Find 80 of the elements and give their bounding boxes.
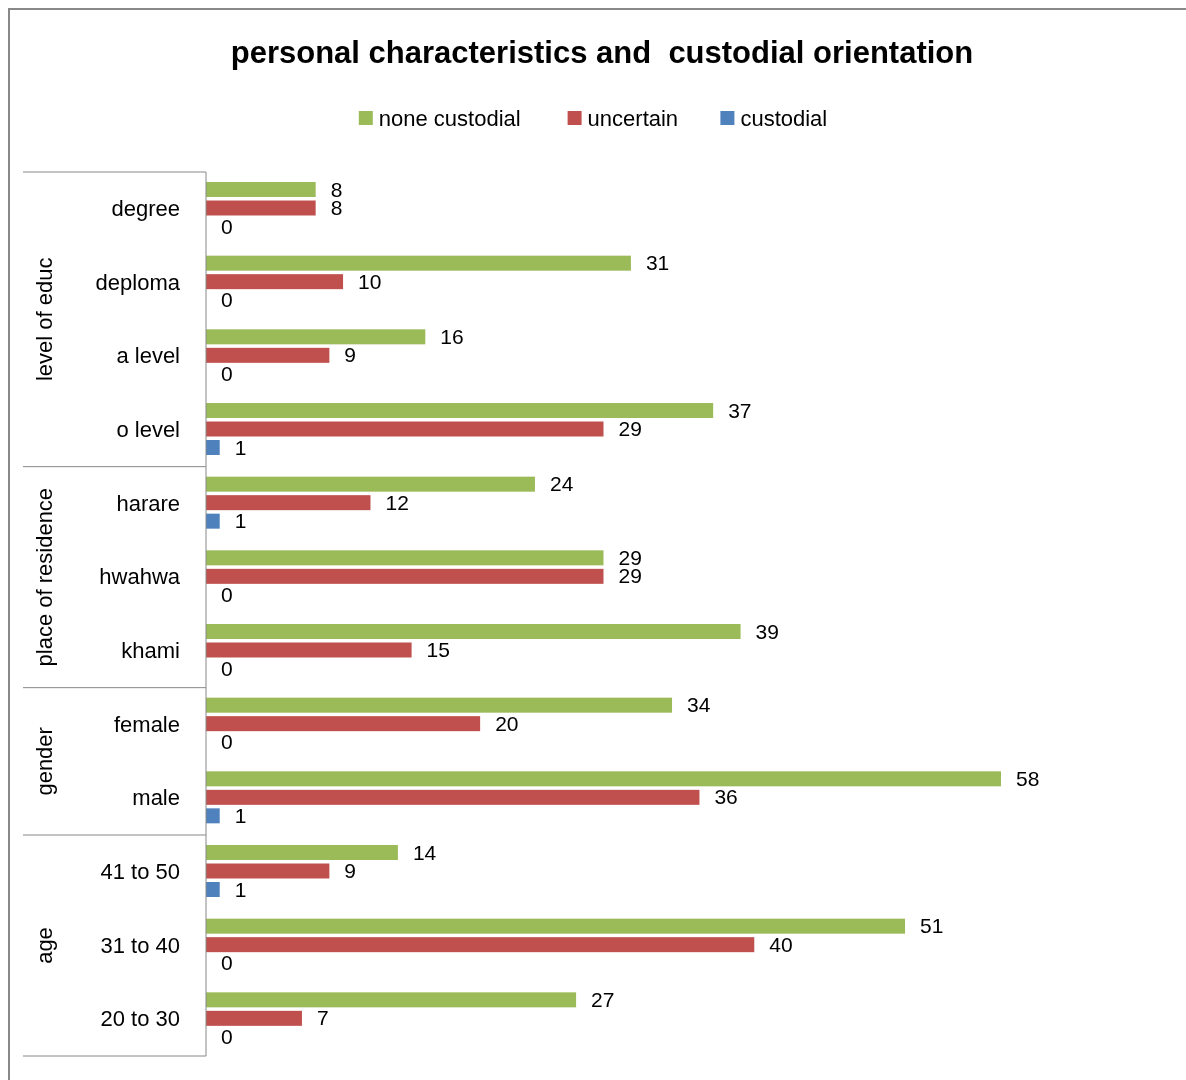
bar [206, 697, 673, 713]
legend-label: custodial [740, 106, 828, 131]
bar [206, 200, 316, 216]
data-label: 14 [412, 840, 437, 864]
bar [206, 624, 741, 639]
data-label: 24 [549, 472, 574, 496]
data-label: 0 [221, 582, 233, 606]
text: level of educ [32, 257, 57, 382]
text: gender [32, 727, 57, 796]
bar [206, 513, 220, 529]
data-label: 16 [440, 324, 464, 348]
y-tick-label: hwahwa [99, 564, 181, 590]
data-label: 39 [755, 619, 779, 643]
y-tick-label: female [113, 711, 180, 737]
data-label: 0 [221, 1024, 233, 1048]
bar [206, 421, 604, 437]
data-label: 1 [234, 509, 247, 533]
bar [206, 992, 577, 1008]
data-label: 29 [618, 417, 642, 440]
data-label: 27 [591, 987, 615, 1011]
y-tick-label: 31 to 40 [100, 932, 180, 958]
data-label: 0 [221, 730, 233, 754]
data-label: 51 [920, 914, 944, 938]
bar [206, 182, 316, 197]
data-label: 0 [221, 656, 233, 680]
bar [206, 882, 220, 897]
y-tick-label: 20 to 30 [100, 1006, 180, 1032]
bar [206, 863, 330, 879]
data-label: 36 [714, 785, 738, 809]
data-label: 10 [358, 269, 382, 293]
bar [206, 495, 371, 511]
bar [206, 1010, 302, 1026]
y-tick-label: harare [116, 490, 180, 516]
chart-title: personal characteristics and custodial orientation [230, 35, 974, 70]
y-tick-label: 41 to 50 [100, 859, 180, 884]
legend-label: uncertain [587, 106, 679, 131]
text: place of residence [32, 487, 57, 667]
data-label: 0 [221, 288, 233, 312]
bar [206, 403, 714, 418]
data-label: 34 [687, 693, 711, 717]
bar [206, 550, 604, 566]
data-label: 40 [769, 932, 793, 956]
bar [206, 716, 481, 732]
y-tick-label: khami [121, 638, 180, 663]
bar [206, 918, 906, 934]
data-label: 20 [495, 711, 519, 735]
data-label: 7 [316, 1006, 329, 1030]
bar [206, 568, 604, 584]
data-label: 12 [385, 490, 409, 514]
bar [206, 329, 426, 345]
bar [206, 789, 700, 805]
data-label: 1 [234, 877, 247, 901]
data-label: 31 [645, 251, 670, 275]
bar [206, 440, 220, 455]
y-tick-label: male [132, 785, 180, 811]
y-tick-label: deploma [95, 269, 181, 295]
data-label: 9 [344, 859, 357, 882]
y-tick-label: degree [111, 196, 180, 221]
bar [206, 642, 412, 658]
data-label: 0 [221, 214, 233, 238]
bar [206, 255, 631, 271]
bar [206, 808, 220, 824]
data-label: 58 [1016, 766, 1040, 790]
bar [206, 476, 535, 492]
bar [206, 771, 1001, 787]
y-tick-label: a level [116, 343, 180, 369]
data-label: 37 [728, 398, 752, 422]
legend-label: none custodial [378, 106, 521, 131]
bar [206, 274, 344, 290]
data-label: 0 [221, 361, 233, 385]
bar [206, 347, 330, 363]
bar [206, 937, 755, 953]
y-tick-label: o level [116, 417, 180, 442]
data-label: 0 [221, 951, 233, 975]
data-label: 15 [426, 638, 450, 661]
data-label: 1 [234, 803, 247, 827]
data-label: 1 [234, 435, 247, 459]
bar [206, 845, 398, 860]
text: age [32, 927, 57, 964]
data-label: 9 [344, 343, 357, 367]
